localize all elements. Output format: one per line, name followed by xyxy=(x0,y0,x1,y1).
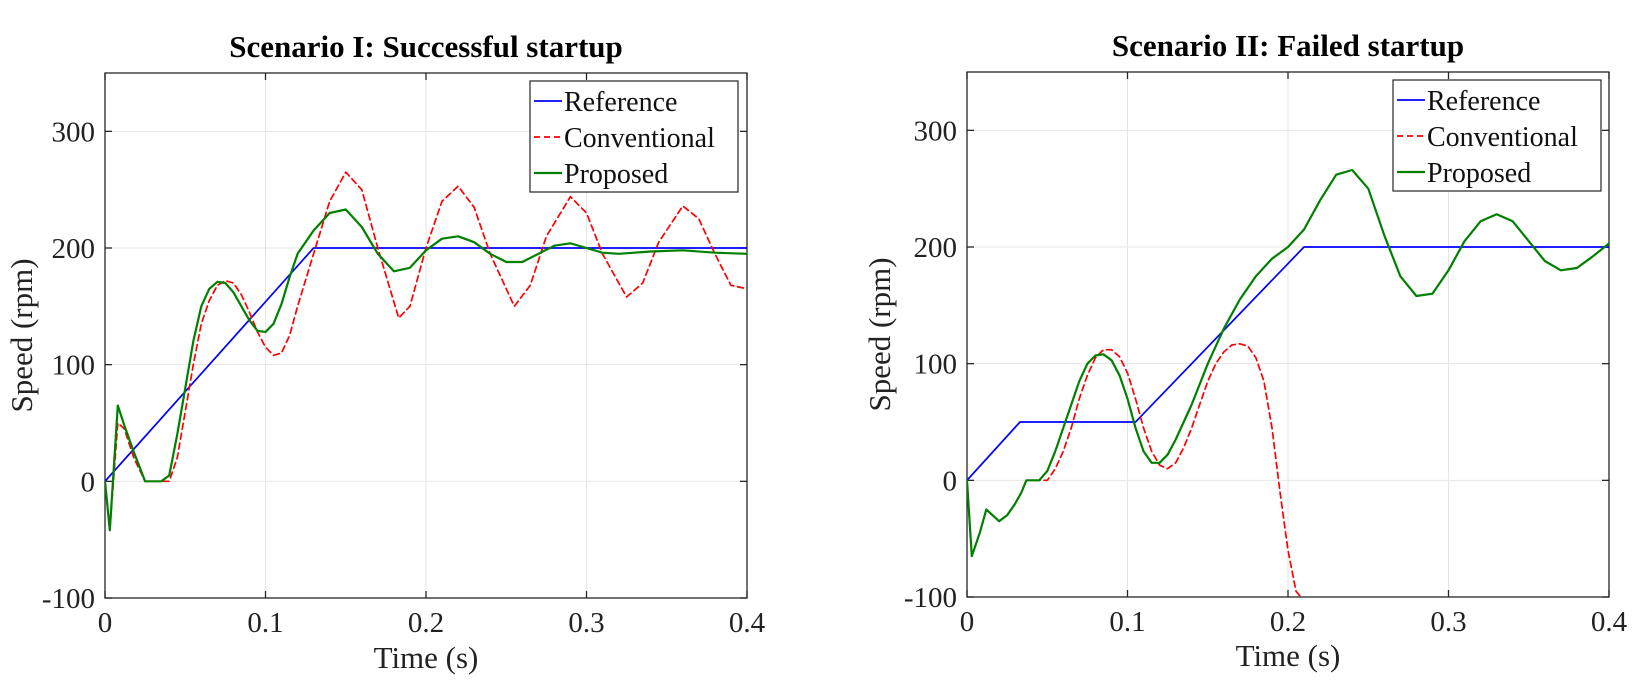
legend-label-proposed: Proposed xyxy=(1427,158,1531,189)
y-tick-label: 0 xyxy=(81,466,96,498)
legend: Reference Conventional Proposed xyxy=(529,80,739,193)
y-tick-label: 300 xyxy=(914,115,958,147)
x-tick-label: 0 xyxy=(960,606,975,638)
series-line-reference xyxy=(105,247,747,483)
chart-title: Scenario I: Successful startup xyxy=(229,29,623,64)
y-tick-label: 0 xyxy=(943,465,958,497)
x-tick-label: 0.1 xyxy=(1109,606,1145,638)
y-axis-label: Speed (rpm) xyxy=(4,258,39,412)
y-tick-label: 300 xyxy=(52,116,96,148)
x-tick-label: 0.3 xyxy=(1430,606,1466,638)
y-tick-label: -100 xyxy=(904,582,957,614)
series-group xyxy=(105,171,747,532)
x-tick-label: 0.2 xyxy=(408,607,444,639)
series-line-conventional xyxy=(967,342,1302,597)
series-line-reference xyxy=(967,246,1609,482)
x-tick-label: 0.4 xyxy=(729,607,766,639)
legend-label-conventional: Conventional xyxy=(564,123,715,154)
y-axis-label: Speed (rpm) xyxy=(862,257,897,411)
legend-label-proposed: Proposed xyxy=(564,159,668,190)
y-tick-label: 200 xyxy=(52,233,96,265)
x-tick-label: 0.1 xyxy=(247,607,283,639)
chart-title: Scenario II: Failed startup xyxy=(1112,28,1464,63)
y-tick-label: 100 xyxy=(52,350,96,382)
legend-label-reference: Reference xyxy=(564,87,677,118)
x-tick-label: 0.3 xyxy=(568,607,604,639)
legend-box xyxy=(1392,79,1602,192)
series-line-proposed xyxy=(967,168,1609,558)
x-axis-label: Time (s) xyxy=(374,640,479,675)
legend-box xyxy=(529,80,739,193)
y-tick-label: -100 xyxy=(42,583,95,615)
y-tick-label: 200 xyxy=(914,232,958,264)
series-line-proposed xyxy=(105,208,747,532)
x-axis-label: Time (s) xyxy=(1236,638,1341,673)
legend-label-conventional: Conventional xyxy=(1427,122,1578,153)
x-tick-label: 0 xyxy=(98,607,113,639)
x-tick-label: 0.4 xyxy=(1591,606,1628,638)
y-tick-label: 100 xyxy=(914,349,958,381)
legend: Reference Conventional Proposed xyxy=(1392,79,1602,192)
x-tick-label: 0.2 xyxy=(1270,606,1306,638)
series-line-conventional xyxy=(105,171,747,532)
legend-label-reference: Reference xyxy=(1427,86,1540,117)
series-group xyxy=(967,168,1609,597)
